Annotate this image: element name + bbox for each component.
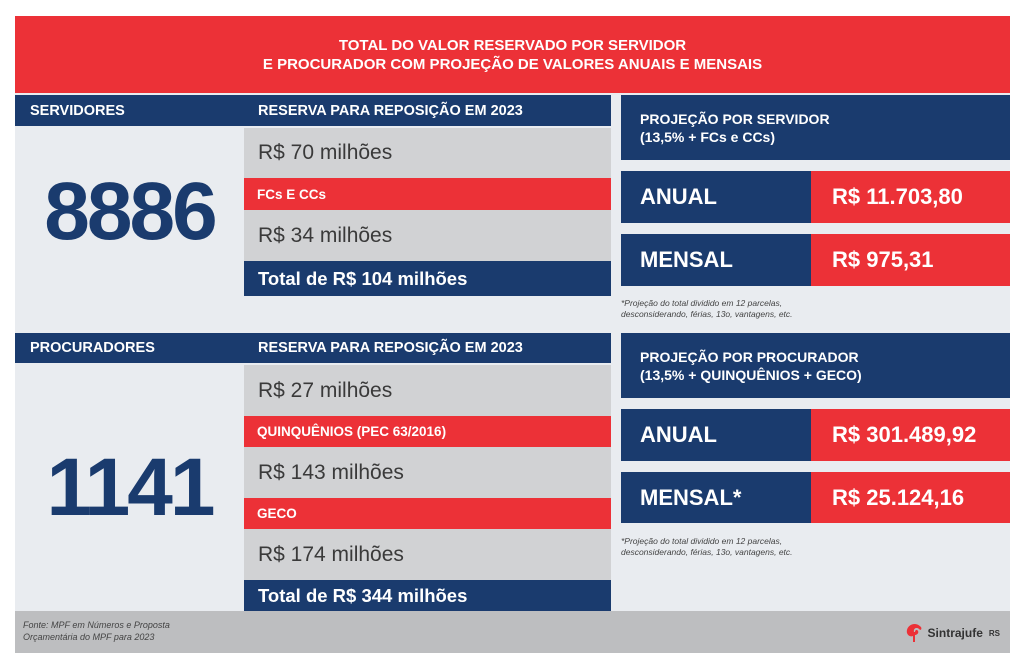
servidores-count: 8886 [44, 166, 217, 257]
procuradores-header-bar: PROCURADORES RESERVA PARA REPOSIÇÃO EM 2… [15, 333, 611, 363]
procurador-projection-title: PROJEÇÃO POR PROCURADOR [640, 348, 859, 365]
servidor-projection-header: PROJEÇÃO POR SERVIDOR (13,5% + FCs e CCs… [621, 95, 1010, 160]
servidores-amount-1: R$ 70 milhões [244, 128, 611, 178]
procurador-note-line-2: desconsiderando, férias, 13o, vantagens,… [621, 547, 793, 557]
procurador-monthly-value: R$ 25.124,16 [811, 472, 1010, 523]
sintrajufe-logo: Sintrajufe RS [905, 623, 1000, 643]
procuradores-label: PROCURADORES [30, 340, 155, 356]
servidores-amount-2: R$ 34 milhões [244, 210, 611, 261]
servidor-projection-title: PROJEÇÃO POR SERVIDOR [640, 110, 830, 127]
procurador-annual-value: R$ 301.489,92 [811, 409, 1010, 461]
source-line-2: Orçamentária do MPF para 2023 [23, 631, 155, 642]
servidor-annual-label: ANUAL [621, 171, 811, 223]
procuradores-reserve-header: RESERVA PARA REPOSIÇÃO EM 2023 [258, 340, 523, 356]
title-line-2: E PROCURADOR COM PROJEÇÃO DE VALORES ANU… [262, 55, 763, 73]
title-line-1: TOTAL DO VALOR RESERVADO POR SERVIDOR [338, 36, 687, 54]
procurador-projection-header: PROJEÇÃO POR PROCURADOR (13,5% + QUINQUÊ… [621, 333, 1010, 398]
procurador-annual-label: ANUAL [621, 409, 811, 461]
procuradores-total: Total de R$ 344 milhões [244, 580, 611, 611]
servidor-projection-note: *Projeção do total dividido em 12 parcel… [621, 298, 1010, 320]
logo-text: Sintrajufe [927, 626, 983, 640]
procurador-monthly-label: MENSAL* [621, 472, 811, 523]
procuradores-amount-3: R$ 174 milhões [244, 529, 611, 580]
procurador-note-line-1: *Projeção do total dividido em 12 parcel… [621, 536, 783, 546]
footer: Fonte: MPF em Números e Proposta Orçamen… [15, 611, 1010, 653]
procuradores-tag-quinquenios: QUINQUÊNIOS (PEC 63/2016) [244, 416, 611, 447]
servidores-tag-fcs-ccs: FCs E CCs [244, 178, 611, 210]
servidor-annual-value: R$ 11.703,80 [811, 171, 1010, 223]
source-line-1: Fonte: MPF em Números e Proposta [23, 620, 170, 630]
sintrajufe-logo-icon [906, 624, 921, 642]
servidor-monthly-label: MENSAL [621, 234, 811, 286]
procuradores-amount-2: R$ 143 milhões [244, 447, 611, 498]
servidores-total: Total de R$ 104 milhões [244, 261, 611, 296]
servidores-reserve-header: RESERVA PARA REPOSIÇÃO EM 2023 [258, 102, 523, 119]
procuradores-tag-geco: GECO [244, 498, 611, 529]
logo-suffix: RS [988, 628, 1000, 638]
title-banner: TOTAL DO VALOR RESERVADO POR SERVIDOR E … [15, 16, 1010, 93]
servidor-note-line-2: desconsiderando, férias, 13o, vantagens,… [621, 309, 793, 319]
procuradores-count: 1141 [46, 441, 216, 533]
servidores-label: SERVIDORES [30, 102, 125, 119]
servidor-projection-subtitle: (13,5% + FCs e CCs) [640, 128, 775, 145]
servidor-note-line-1: *Projeção do total dividido em 12 parcel… [621, 298, 783, 308]
servidor-monthly-value: R$ 975,31 [811, 234, 1010, 286]
procurador-projection-note: *Projeção do total dividido em 12 parcel… [621, 536, 1010, 558]
source-note: Fonte: MPF em Números e Proposta Orçamen… [23, 620, 170, 643]
procurador-projection-subtitle: (13,5% + QUINQUÊNIOS + GECO) [640, 366, 862, 383]
procuradores-amount-1: R$ 27 milhões [244, 365, 611, 416]
servidores-header-bar: SERVIDORES RESERVA PARA REPOSIÇÃO EM 202… [15, 95, 611, 126]
